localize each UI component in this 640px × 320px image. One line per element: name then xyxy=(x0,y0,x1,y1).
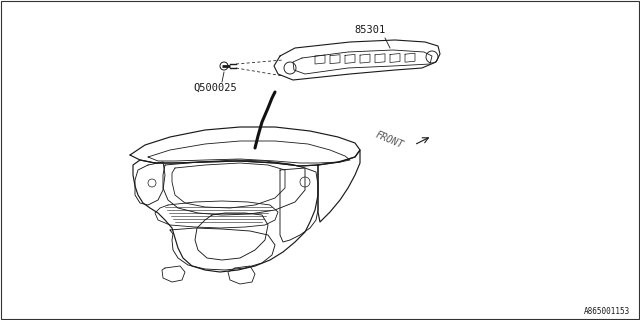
Text: Q500025: Q500025 xyxy=(193,83,237,93)
Text: FRONT: FRONT xyxy=(374,130,405,150)
Text: 85301: 85301 xyxy=(355,25,386,35)
Text: A865001153: A865001153 xyxy=(584,308,630,316)
